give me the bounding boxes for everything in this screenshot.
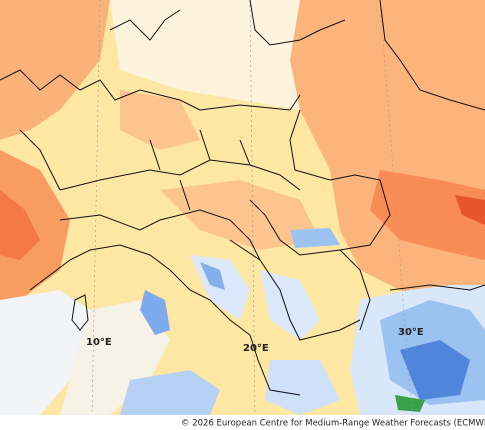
graticule — [91, 0, 413, 416]
borders — [0, 0, 485, 396]
longitude-label: 10°E — [86, 337, 112, 348]
attribution: © 2026 European Centre for Medium-Range … — [181, 419, 485, 429]
attribution-bar — [0, 415, 485, 430]
longitude-label: 30°E — [398, 327, 424, 338]
longitude-label: 20°E — [243, 343, 269, 354]
labels: 10°E 20°E 30°E — [86, 327, 424, 354]
